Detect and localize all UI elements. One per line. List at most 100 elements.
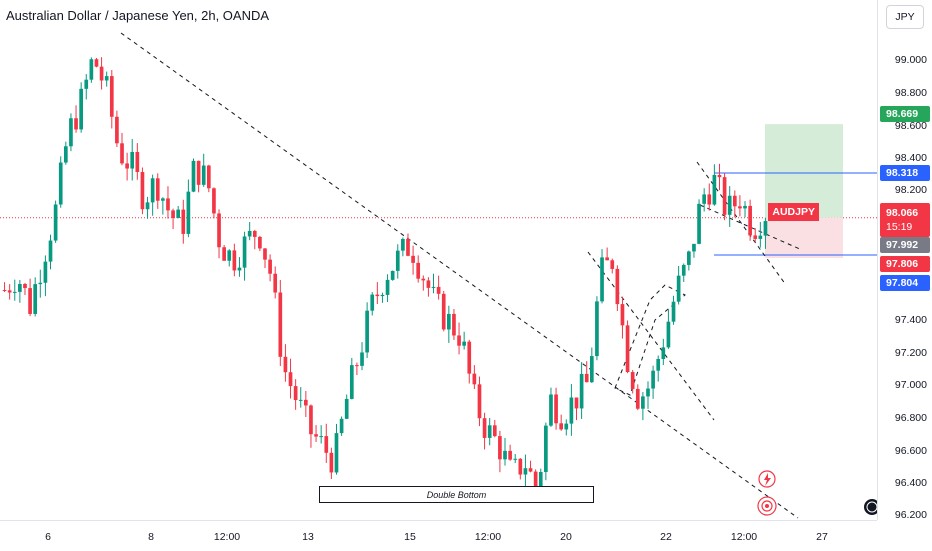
price-tick: 98.600 xyxy=(894,120,927,132)
candle-body xyxy=(406,238,410,256)
time-label: 6 xyxy=(45,531,51,543)
price-tick: 98.200 xyxy=(894,184,927,196)
candle-body xyxy=(533,471,538,490)
candle-body xyxy=(222,247,226,261)
candle-body xyxy=(2,290,7,292)
candle-body xyxy=(89,59,94,80)
candle-body xyxy=(538,472,543,490)
candle-body xyxy=(472,373,477,385)
upper-line-price-tag: 98.318 xyxy=(880,165,930,181)
candle-body xyxy=(212,188,216,214)
price-tick: 97.200 xyxy=(894,347,927,359)
symbol-price-tag: AUDJPY xyxy=(768,203,819,221)
candle-body xyxy=(518,458,523,475)
candle-body xyxy=(395,250,400,271)
candle-body xyxy=(355,365,359,367)
candle-body xyxy=(293,386,298,401)
candle-body xyxy=(268,259,272,274)
lower-line-price-tag: 97.804 xyxy=(880,275,930,291)
candle-body xyxy=(508,450,512,460)
candle-body xyxy=(544,425,548,473)
downtrend-line xyxy=(120,32,799,519)
stop-price-tag: 97.806 xyxy=(880,256,930,272)
currency-button[interactable]: JPY xyxy=(886,5,924,29)
candle-body xyxy=(692,243,696,252)
candle-body xyxy=(104,76,109,81)
price-tick: 96.400 xyxy=(894,477,927,489)
candle-body xyxy=(436,286,441,294)
time-label: 27 xyxy=(816,531,828,543)
candle-body xyxy=(600,257,604,302)
candle-body xyxy=(503,450,507,460)
candle-body xyxy=(457,335,461,346)
candle-body xyxy=(549,394,553,426)
candle-body xyxy=(620,304,625,326)
candle-body xyxy=(186,191,191,234)
candle-body xyxy=(635,388,640,409)
candle-body xyxy=(135,151,140,173)
candle-body xyxy=(319,436,324,438)
candle-body xyxy=(360,352,364,366)
time-label: 8 xyxy=(148,531,154,543)
candle-body xyxy=(763,221,768,236)
candle-body xyxy=(615,268,620,305)
candle-body xyxy=(462,341,466,346)
candle-body xyxy=(646,388,650,397)
candle-body xyxy=(63,146,68,163)
candle-body xyxy=(125,163,129,169)
price-tick: 96.600 xyxy=(894,445,927,457)
candle-body xyxy=(33,284,38,314)
candle-body xyxy=(758,235,763,239)
double-bottom-label[interactable]: Double Bottom xyxy=(319,486,594,503)
candle-body xyxy=(579,373,584,409)
candle-body xyxy=(492,425,497,437)
candle-body xyxy=(18,284,22,292)
candle-body xyxy=(258,236,262,249)
candle-body xyxy=(482,418,487,438)
candle-body xyxy=(589,356,594,383)
candle-body xyxy=(717,174,722,178)
candle-body xyxy=(99,66,104,81)
candle-body xyxy=(171,210,175,218)
time-label: 12:00 xyxy=(474,531,502,543)
candle-body xyxy=(181,209,186,234)
candle-body xyxy=(477,384,482,419)
candle-body xyxy=(43,261,48,283)
logo-icon xyxy=(866,501,877,513)
candle-body xyxy=(401,238,405,251)
logo-icon xyxy=(864,499,877,515)
candle-body xyxy=(452,313,456,336)
candle-body xyxy=(109,76,114,117)
chart-title: Australian Dollar / Japanese Yen, 2h, OA… xyxy=(6,8,270,23)
candle-body xyxy=(309,405,313,435)
time-label: 12:00 xyxy=(213,531,241,543)
price-tick: 97.000 xyxy=(894,379,927,391)
candle-body xyxy=(232,250,237,271)
price-tick: 98.400 xyxy=(894,152,927,164)
candle-body xyxy=(625,325,630,373)
bar-countdown: 15:19 xyxy=(886,221,913,233)
candle-body xyxy=(666,321,671,348)
candle-body xyxy=(712,174,717,205)
candle-body xyxy=(28,288,32,314)
time-label: 20 xyxy=(560,531,572,543)
candle-body xyxy=(324,436,329,453)
price-tick: 99.000 xyxy=(894,54,927,66)
candle-body xyxy=(738,206,742,209)
candle-body xyxy=(661,347,666,360)
price-plot[interactable] xyxy=(0,0,877,520)
candle-body xyxy=(79,88,83,130)
candle-body xyxy=(748,205,752,236)
candle-body xyxy=(727,195,732,215)
candle-body xyxy=(385,279,390,295)
candle-body xyxy=(349,365,354,399)
candle-body xyxy=(574,397,579,409)
take-profit-zone xyxy=(765,124,843,218)
candle-body xyxy=(278,292,283,357)
candle-body xyxy=(58,162,63,205)
time-axis[interactable]: 6 8 12:00 13 15 12:00 20 22 12:00 27 xyxy=(0,520,877,551)
candle-body xyxy=(242,236,247,268)
candle-body xyxy=(176,209,181,218)
chart-area[interactable]: Australian Dollar / Japanese Yen, 2h, OA… xyxy=(0,0,877,520)
candle-body xyxy=(687,251,691,265)
